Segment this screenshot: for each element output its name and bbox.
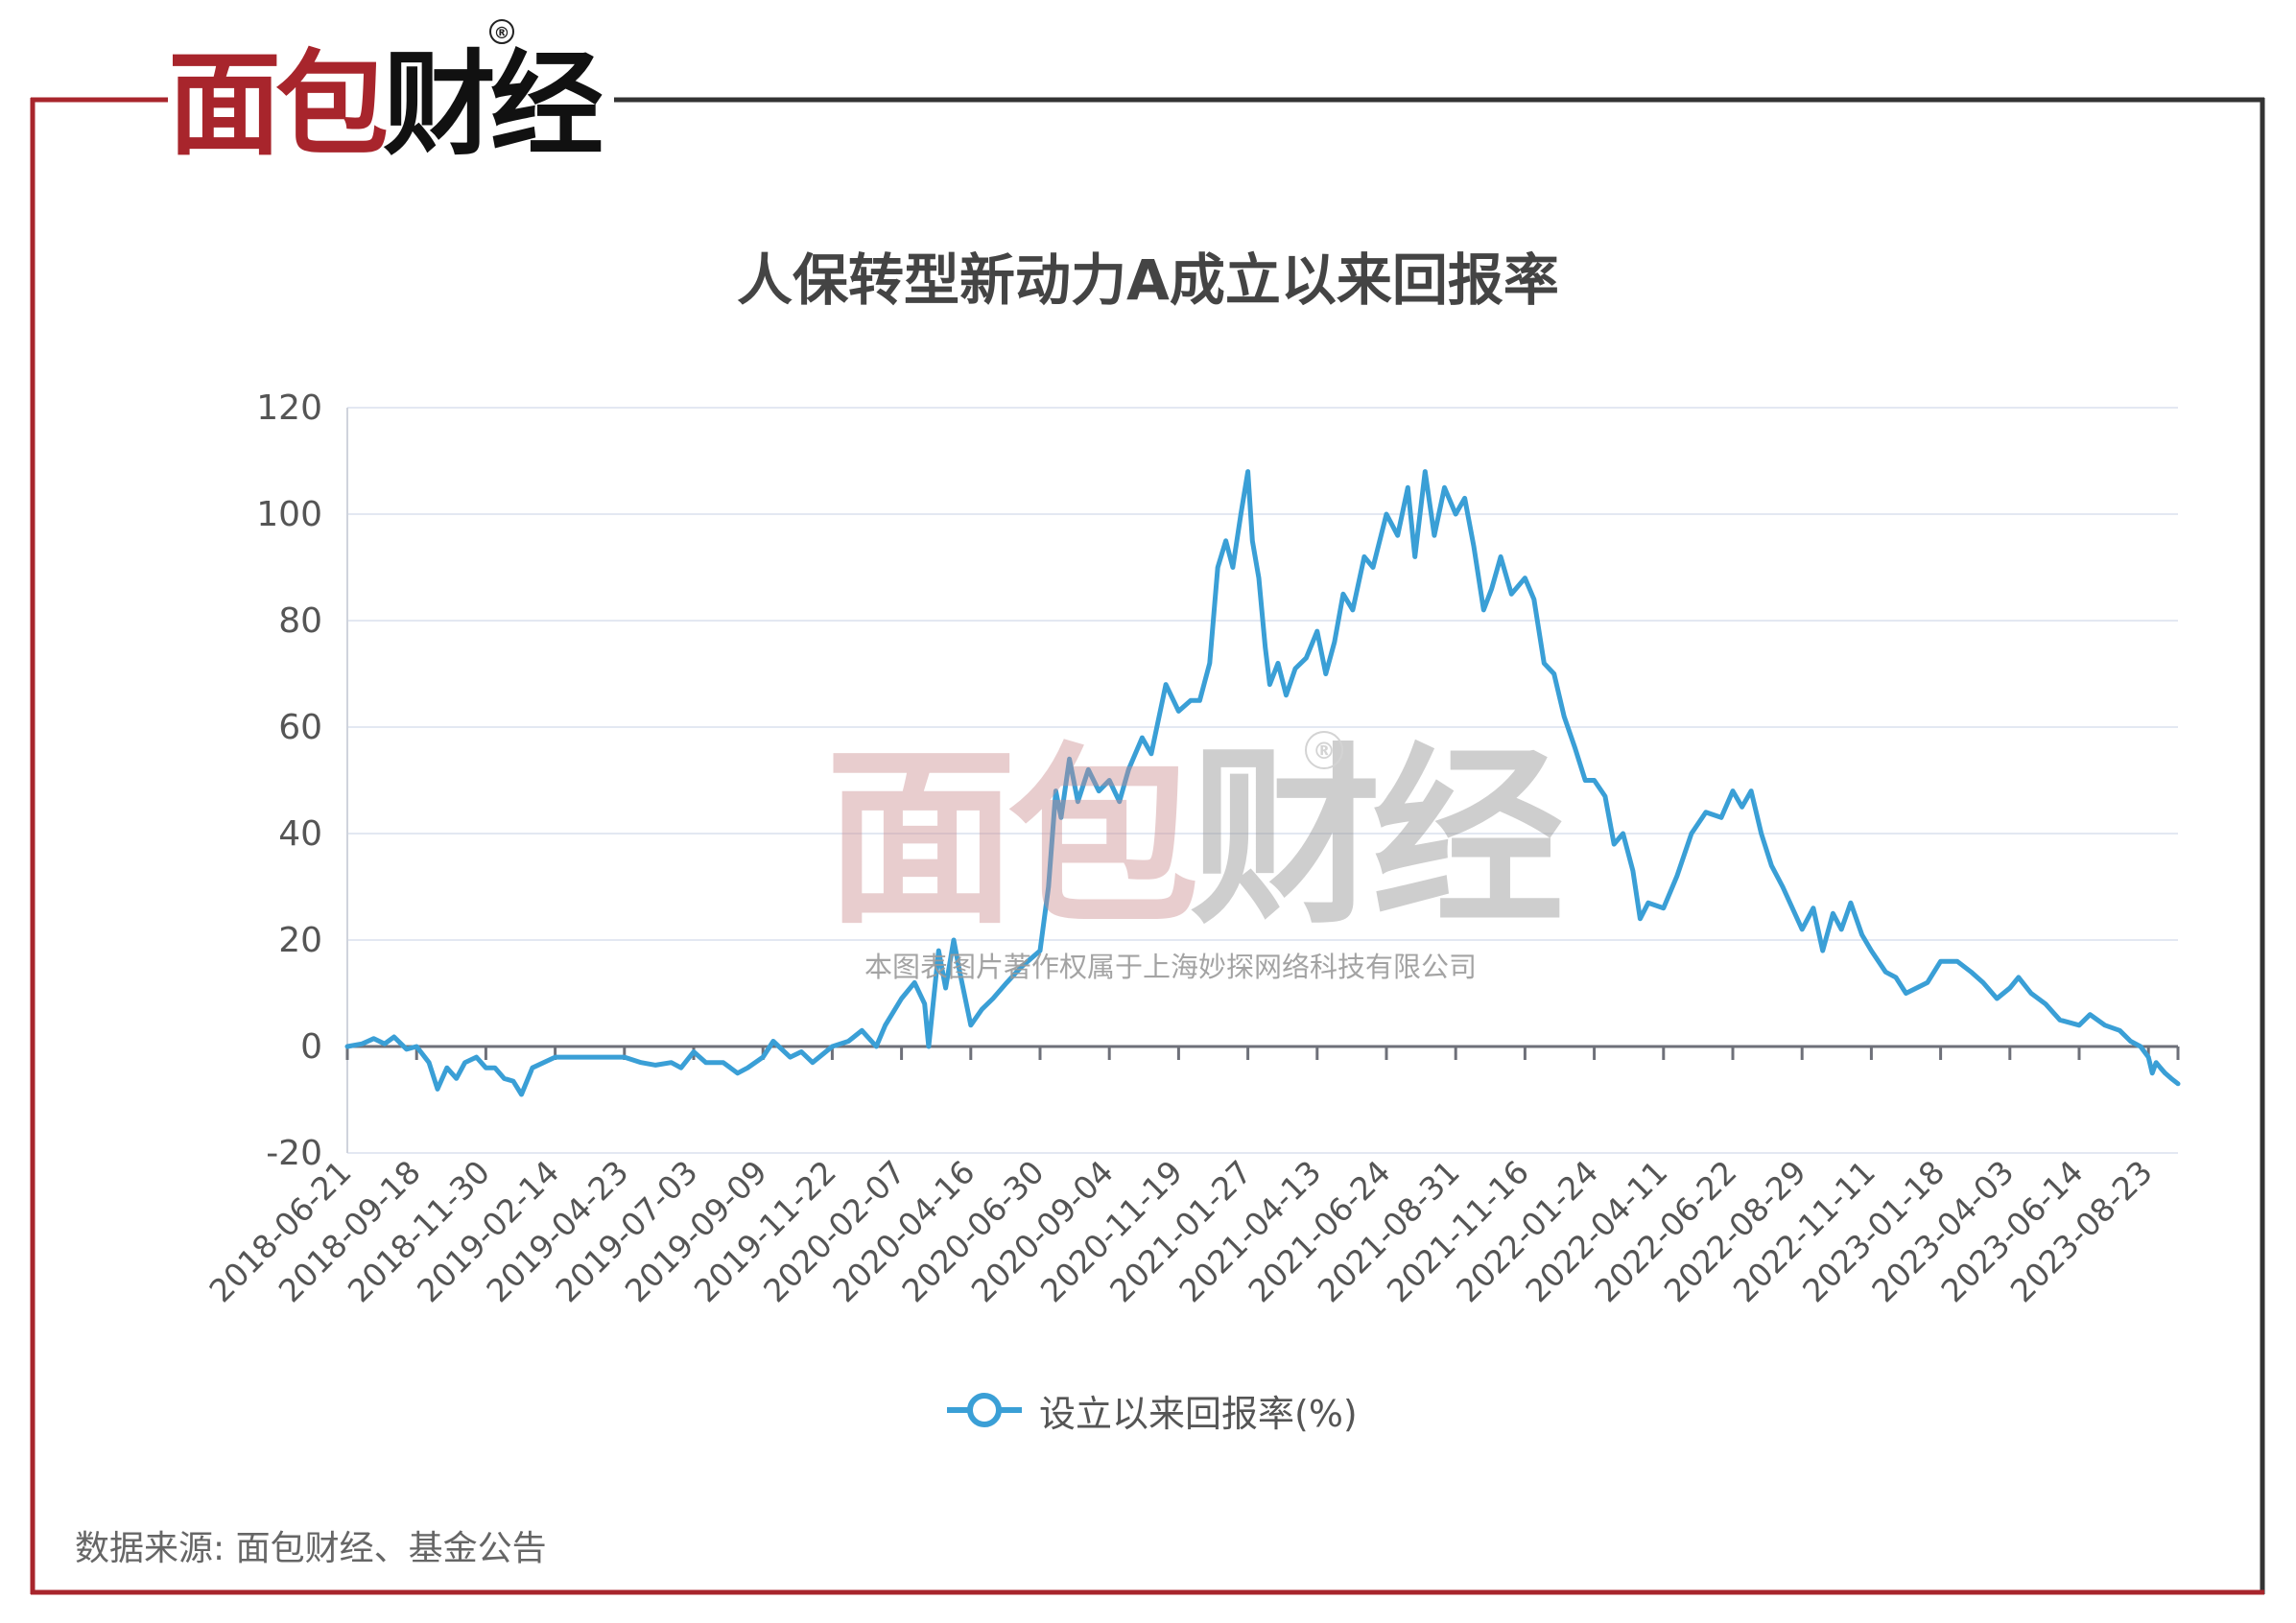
- y-tick-label: -20: [266, 1134, 322, 1173]
- series-layer: [344, 469, 2181, 1097]
- watermark-logo-red: 面包: [825, 727, 1199, 951]
- watermark-registered-mark: ®: [1305, 731, 1343, 769]
- chart-title: 人保转型新动力A成立以来回报率: [737, 247, 1559, 313]
- brand-logo-red: 面包: [168, 38, 389, 171]
- legend-label: 设立以来回报率(%): [1039, 1392, 1358, 1435]
- watermark-logo-text: 面包财经: [825, 739, 1564, 940]
- watermark-caption: 本图表图片著作权属于上海妙探网络科技有限公司: [864, 951, 1477, 983]
- data-source-note: 数据来源: 面包财经、基金公告: [75, 1529, 547, 1568]
- registered-mark: ®: [489, 19, 514, 44]
- watermark-logo: 面包财经 ®: [825, 731, 1564, 998]
- series-line: [344, 469, 2181, 1097]
- y-tick-label: 0: [300, 1027, 322, 1067]
- chart-legend[interactable]: 设立以来回报率(%): [945, 1381, 1358, 1439]
- legend-line-symbol: [947, 1393, 1022, 1427]
- legend-marker: [967, 1393, 1002, 1427]
- brand-logo-black: 财经: [383, 38, 604, 171]
- brand-logo: 面包财经 ®: [168, 19, 609, 167]
- y-tick-label: 80: [278, 601, 322, 641]
- y-tick-label: 120: [256, 388, 322, 428]
- y-tick-label: 40: [278, 814, 322, 854]
- watermark-logo-black: 财经: [1190, 727, 1564, 951]
- brand-logo-text: 面包财经: [168, 42, 604, 167]
- y-tick-label: 100: [256, 495, 322, 534]
- y-tick-label: 20: [278, 921, 322, 960]
- y-tick-label: 60: [278, 708, 322, 747]
